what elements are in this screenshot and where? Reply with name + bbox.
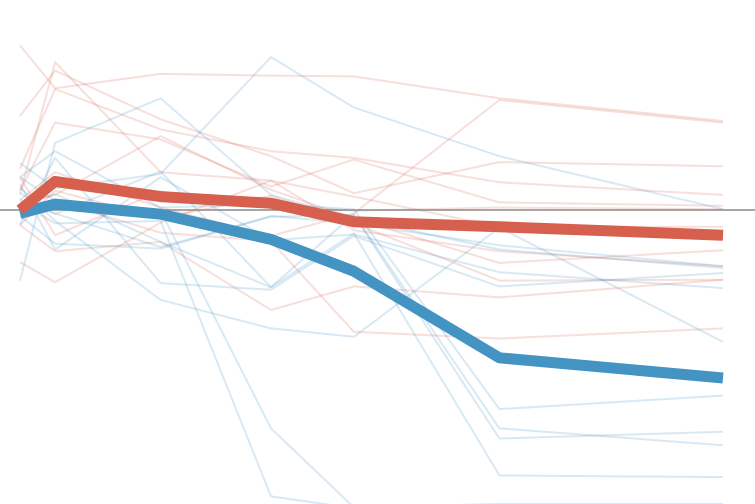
background-series-line-red	[19, 224, 724, 311]
background-series-line-red	[19, 44, 724, 122]
background-series-line-red	[19, 88, 724, 196]
background-series-line-blue	[19, 97, 724, 281]
background-series-line-blue	[19, 156, 724, 291]
highlight-series-line-blue	[18, 198, 724, 384]
background-series-line-red	[19, 135, 724, 264]
background-series-line-blue	[19, 170, 724, 447]
background-series-line-blue	[19, 201, 332, 504]
background-series-line-red	[19, 179, 724, 284]
background-series-line-red	[19, 121, 724, 207]
highlight-series-group	[16, 175, 724, 384]
background-series-line-blue	[19, 193, 724, 479]
background-series-line-red	[19, 189, 724, 282]
background-series-line-blue	[19, 214, 724, 268]
background-series-line-red	[19, 69, 724, 195]
highlight-series-line-red	[16, 175, 724, 241]
background-series-line-blue	[19, 198, 724, 440]
